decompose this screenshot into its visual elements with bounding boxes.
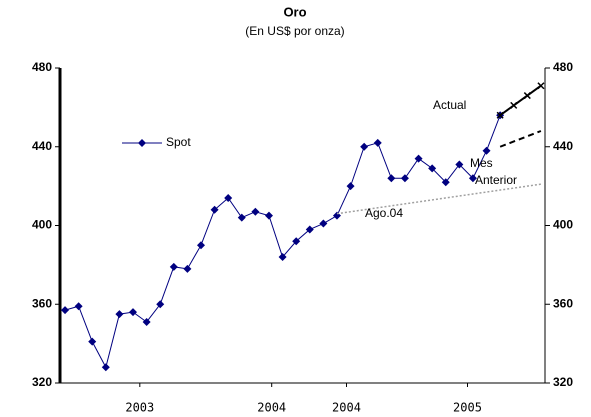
y-tick-label: 480 xyxy=(32,60,52,74)
point xyxy=(196,241,205,250)
point xyxy=(428,164,437,173)
series-line xyxy=(499,84,542,117)
point xyxy=(138,139,146,147)
x-tick-label: 2005 xyxy=(453,401,482,415)
y-tick-label: 440 xyxy=(32,139,52,153)
y-tick-label: 320 xyxy=(32,375,52,389)
y2-tick-label: 320 xyxy=(553,375,573,389)
x-tick-label: 2004 xyxy=(332,401,361,415)
point xyxy=(360,142,369,151)
point xyxy=(523,92,531,100)
point xyxy=(142,317,151,326)
x-tick-label: 2004 xyxy=(257,401,286,415)
point xyxy=(210,205,219,214)
y2-tick-label: 480 xyxy=(553,60,573,74)
point xyxy=(346,182,355,191)
point xyxy=(278,253,287,261)
series-label: Mes Anterior xyxy=(470,156,517,187)
point xyxy=(387,174,396,183)
y2-tick-label: 360 xyxy=(553,296,573,310)
point xyxy=(305,225,314,234)
y2-tick-label: 440 xyxy=(553,139,573,153)
series-line xyxy=(499,130,542,148)
point xyxy=(468,174,477,183)
y2-tick-label: 400 xyxy=(553,218,573,232)
point xyxy=(510,101,518,109)
point xyxy=(156,300,165,309)
series-label: Ago.04 xyxy=(365,206,403,220)
point xyxy=(496,111,504,119)
point xyxy=(482,146,491,155)
point xyxy=(251,207,260,216)
point xyxy=(101,363,110,372)
point xyxy=(224,193,233,202)
point xyxy=(455,160,464,169)
y-tick-label: 360 xyxy=(32,296,52,310)
point xyxy=(88,337,97,346)
point xyxy=(400,174,409,183)
point xyxy=(74,302,83,311)
series-label: Actual xyxy=(433,98,466,112)
point xyxy=(537,82,545,90)
legend-label: Spot xyxy=(166,135,191,149)
chart-subtitle: (En US$ por onza) xyxy=(245,24,344,38)
y-tick-label: 400 xyxy=(32,218,52,232)
point xyxy=(169,262,178,271)
point xyxy=(183,264,192,273)
point xyxy=(129,308,138,317)
point xyxy=(237,213,246,222)
point xyxy=(373,138,382,147)
series-line xyxy=(64,115,501,369)
chart-title: Oro xyxy=(283,4,306,19)
point xyxy=(319,219,328,228)
point xyxy=(414,154,423,163)
point xyxy=(115,310,124,319)
point xyxy=(441,178,450,187)
x-tick-label: 2003 xyxy=(125,401,154,415)
point xyxy=(332,211,341,220)
point xyxy=(264,211,273,220)
point xyxy=(292,237,301,246)
point xyxy=(61,306,70,315)
